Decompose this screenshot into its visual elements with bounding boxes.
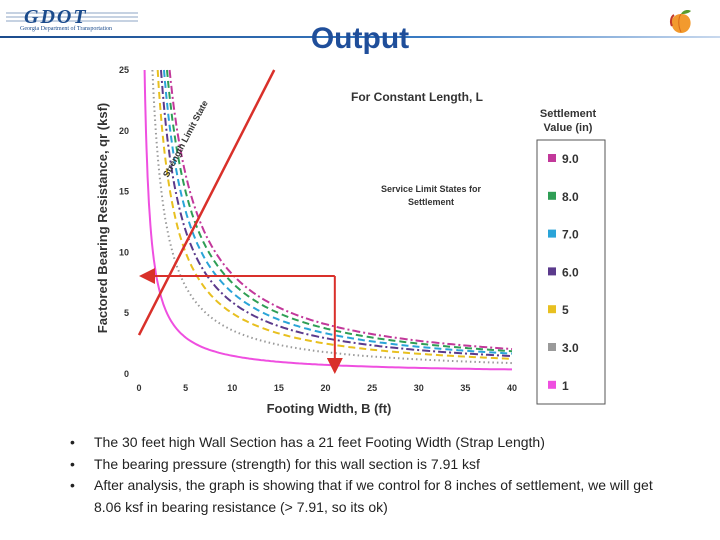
y-tick-label: 10 [119,247,129,257]
legend-items: 9.0 8.0 7.0 6.0 5 3.0 1 [548,152,579,393]
logo-stripes [6,12,138,22]
settlement-curve-8-0 [166,69,513,353]
legend-swatch [548,380,556,389]
x-tick-label: 0 [136,383,141,393]
chart-title: For Constant Length, L [351,90,483,104]
bullet-item: After analysis, the graph is showing tha… [70,475,670,518]
x-tick-labels: 0 5 10 15 20 25 30 35 40 [136,383,517,393]
legend-title-1: Settlement [540,108,597,120]
settlement-curve-5 [156,69,513,360]
service-limit-label-2: Settlement [408,197,454,207]
y-axis-title: Factored Bearing Resistance, qr (ksf) [95,103,110,333]
legend-title-2: Value (in) [544,122,593,134]
y-tick-label: 25 [119,65,129,75]
x-tick-label: 5 [183,383,188,393]
plot-markers [139,267,343,374]
page-title: Output [310,22,410,55]
bullet-list: The 30 feet high Wall Section has a 21 f… [70,432,670,518]
x-tick-label: 35 [460,383,470,393]
legend-swatch [548,154,556,162]
legend-label: 1 [562,379,569,393]
x-tick-label: 15 [274,383,284,393]
bullet-item: The bearing pressure (strength) for this… [70,454,670,476]
x-tick-label: 10 [227,383,237,393]
legend-label: 9.0 [562,152,579,166]
y-tick-label: 0 [124,369,129,379]
strength-limit-line [137,69,276,336]
legend-swatch [548,305,556,314]
legend-swatch [548,267,556,276]
x-tick-label: 20 [320,383,330,393]
chart-container: 0 5 10 15 20 25 30 35 40 0 5 10 15 20 25 Footing Widt… [86,62,634,420]
legend-swatch [548,343,556,351]
y-tick-label: 20 [119,126,129,136]
x-axis-title: Footing Width, B (ft) [267,401,392,416]
settlement-curve-9-0 [168,69,513,351]
plot-curves [137,69,513,371]
y-tick-label: 5 [124,308,129,318]
legend-label: 5 [562,303,569,317]
header-divider [0,36,720,38]
y-tick-label: 15 [119,187,129,197]
service-limit-label-1: Service Limit States for [381,184,482,194]
y-tick-labels: 0 5 10 15 20 25 [119,65,129,379]
legend-label: 8.0 [562,190,579,204]
legend-label: 3.0 [562,341,579,355]
x-tick-label: 40 [507,383,517,393]
x-tick-label: 30 [414,383,424,393]
logo-text: GDOT [24,6,88,28]
legend-swatch [548,191,556,200]
settlement-curve-7-0 [163,69,513,355]
bullet-item: The 30 feet high Wall Section has a 21 f… [70,432,670,454]
logo-subtitle: Georgia Department of Transportation [20,26,113,32]
legend-label: 7.0 [562,228,579,242]
peach-icon [669,10,691,34]
settlement-curve-1 [143,69,512,371]
legend-swatch [548,229,556,238]
settlement-curve-3-0 [151,69,513,365]
legend-label: 6.0 [562,265,579,279]
settlement-curve-6-0 [160,69,513,358]
gdot-logo: GDOT Georgia Department of Transportatio… [6,6,138,34]
x-tick-label: 25 [367,383,377,393]
